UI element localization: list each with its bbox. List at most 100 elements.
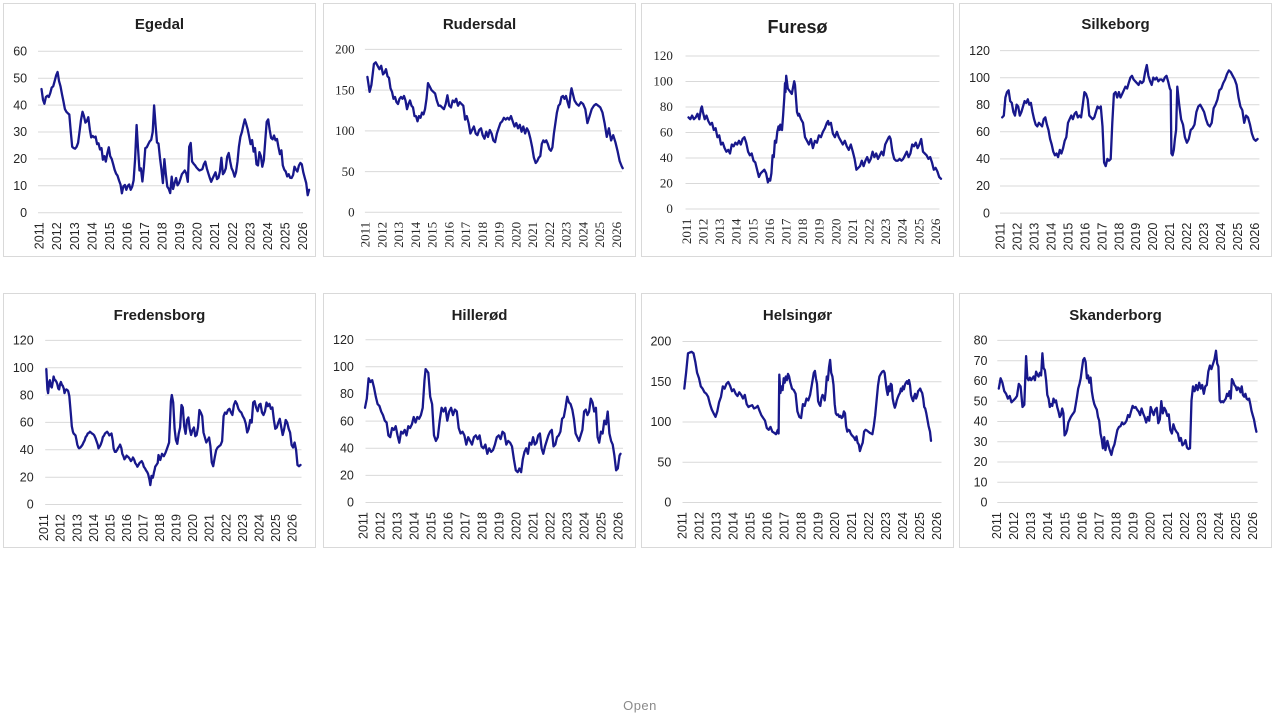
svg-text:2014: 2014 bbox=[85, 222, 99, 250]
svg-text:80: 80 bbox=[974, 334, 988, 348]
svg-text:2019: 2019 bbox=[1130, 223, 1144, 251]
svg-text:2016: 2016 bbox=[441, 221, 456, 248]
svg-text:20: 20 bbox=[340, 469, 354, 483]
svg-text:2022: 2022 bbox=[226, 222, 240, 250]
svg-text:2013: 2013 bbox=[70, 514, 84, 542]
svg-text:Hillerød: Hillerød bbox=[452, 307, 508, 324]
svg-text:2020: 2020 bbox=[508, 222, 523, 248]
svg-text:2023: 2023 bbox=[1195, 512, 1209, 540]
svg-text:30: 30 bbox=[974, 435, 988, 449]
svg-text:2015: 2015 bbox=[744, 512, 758, 540]
svg-text:2021: 2021 bbox=[527, 512, 541, 540]
svg-text:10: 10 bbox=[974, 475, 988, 489]
svg-text:2020: 2020 bbox=[510, 512, 524, 540]
svg-text:2013: 2013 bbox=[68, 222, 82, 250]
svg-text:2019: 2019 bbox=[812, 512, 826, 540]
svg-text:2019: 2019 bbox=[1127, 512, 1141, 540]
svg-text:2025: 2025 bbox=[913, 512, 927, 540]
svg-text:2018: 2018 bbox=[475, 222, 490, 248]
svg-text:2022: 2022 bbox=[542, 222, 557, 248]
svg-text:Egedal: Egedal bbox=[135, 16, 184, 33]
svg-text:2020: 2020 bbox=[191, 222, 205, 250]
svg-text:80: 80 bbox=[20, 388, 34, 402]
svg-text:70: 70 bbox=[974, 354, 988, 368]
svg-text:2020: 2020 bbox=[1147, 223, 1161, 251]
svg-text:2021: 2021 bbox=[203, 514, 217, 542]
svg-text:2017: 2017 bbox=[459, 512, 473, 540]
svg-text:2026: 2026 bbox=[928, 218, 943, 245]
svg-text:2026: 2026 bbox=[612, 512, 626, 540]
svg-text:20: 20 bbox=[20, 470, 34, 484]
svg-text:60: 60 bbox=[13, 45, 27, 59]
svg-text:40: 40 bbox=[13, 98, 27, 112]
svg-text:2019: 2019 bbox=[493, 512, 507, 540]
svg-text:2015: 2015 bbox=[1062, 223, 1076, 251]
svg-text:2022: 2022 bbox=[862, 219, 877, 245]
svg-text:2016: 2016 bbox=[1079, 223, 1093, 251]
svg-text:2017: 2017 bbox=[1093, 512, 1107, 540]
svg-text:100: 100 bbox=[335, 123, 355, 138]
svg-text:100: 100 bbox=[333, 360, 354, 374]
svg-text:80: 80 bbox=[976, 98, 990, 112]
svg-text:2016: 2016 bbox=[1076, 512, 1090, 540]
svg-text:2023: 2023 bbox=[236, 514, 250, 542]
svg-text:2016: 2016 bbox=[120, 514, 134, 542]
svg-text:100: 100 bbox=[970, 71, 991, 85]
svg-text:2018: 2018 bbox=[156, 222, 170, 250]
svg-text:2013: 2013 bbox=[712, 219, 727, 245]
svg-text:2011: 2011 bbox=[990, 512, 1004, 539]
svg-text:2020: 2020 bbox=[1144, 512, 1158, 540]
svg-text:80: 80 bbox=[340, 387, 354, 401]
svg-text:40: 40 bbox=[340, 441, 354, 455]
svg-text:2016: 2016 bbox=[120, 222, 134, 250]
svg-text:2023: 2023 bbox=[243, 222, 257, 250]
svg-text:2012: 2012 bbox=[374, 512, 388, 540]
svg-text:50: 50 bbox=[974, 394, 988, 408]
svg-text:40: 40 bbox=[660, 150, 673, 165]
svg-text:2026: 2026 bbox=[609, 221, 624, 248]
svg-text:30: 30 bbox=[13, 125, 27, 139]
svg-text:2024: 2024 bbox=[261, 222, 275, 250]
svg-text:2019: 2019 bbox=[492, 222, 507, 248]
svg-text:80: 80 bbox=[660, 99, 673, 114]
svg-text:2020: 2020 bbox=[186, 514, 200, 542]
svg-text:0: 0 bbox=[983, 206, 990, 220]
svg-text:2014: 2014 bbox=[408, 221, 423, 248]
svg-text:100: 100 bbox=[654, 74, 674, 89]
svg-text:2016: 2016 bbox=[442, 512, 456, 540]
svg-text:20: 20 bbox=[976, 179, 990, 193]
svg-text:2015: 2015 bbox=[425, 512, 439, 540]
svg-text:2021: 2021 bbox=[208, 222, 222, 250]
svg-text:2022: 2022 bbox=[544, 512, 558, 540]
svg-text:2019: 2019 bbox=[812, 219, 827, 245]
svg-text:10: 10 bbox=[13, 179, 27, 193]
svg-text:2011: 2011 bbox=[358, 222, 373, 248]
svg-text:0: 0 bbox=[27, 498, 34, 512]
svg-text:2017: 2017 bbox=[458, 221, 473, 248]
svg-text:60: 60 bbox=[976, 125, 990, 139]
svg-text:0: 0 bbox=[665, 496, 672, 510]
svg-text:2017: 2017 bbox=[778, 512, 792, 540]
svg-text:2023: 2023 bbox=[879, 512, 893, 540]
svg-text:2021: 2021 bbox=[845, 219, 860, 245]
svg-text:2025: 2025 bbox=[1229, 512, 1243, 540]
svg-text:150: 150 bbox=[651, 375, 672, 389]
svg-text:2022: 2022 bbox=[219, 514, 233, 542]
svg-text:2015: 2015 bbox=[425, 222, 440, 248]
svg-text:2014: 2014 bbox=[1042, 512, 1056, 540]
svg-text:2026: 2026 bbox=[285, 514, 299, 542]
svg-text:2014: 2014 bbox=[1045, 223, 1059, 251]
svg-text:20: 20 bbox=[974, 455, 988, 469]
svg-text:60: 60 bbox=[660, 125, 673, 140]
svg-text:2018: 2018 bbox=[153, 514, 167, 542]
svg-text:Skanderborg: Skanderborg bbox=[1070, 307, 1163, 324]
svg-text:60: 60 bbox=[20, 416, 34, 430]
svg-text:50: 50 bbox=[658, 455, 672, 469]
svg-text:2012: 2012 bbox=[1007, 512, 1021, 540]
svg-text:2011: 2011 bbox=[357, 512, 371, 539]
svg-text:2026: 2026 bbox=[1247, 512, 1261, 540]
svg-text:200: 200 bbox=[335, 42, 355, 57]
svg-text:2021: 2021 bbox=[525, 222, 540, 248]
svg-text:0: 0 bbox=[20, 206, 27, 220]
svg-text:2026: 2026 bbox=[296, 222, 310, 250]
